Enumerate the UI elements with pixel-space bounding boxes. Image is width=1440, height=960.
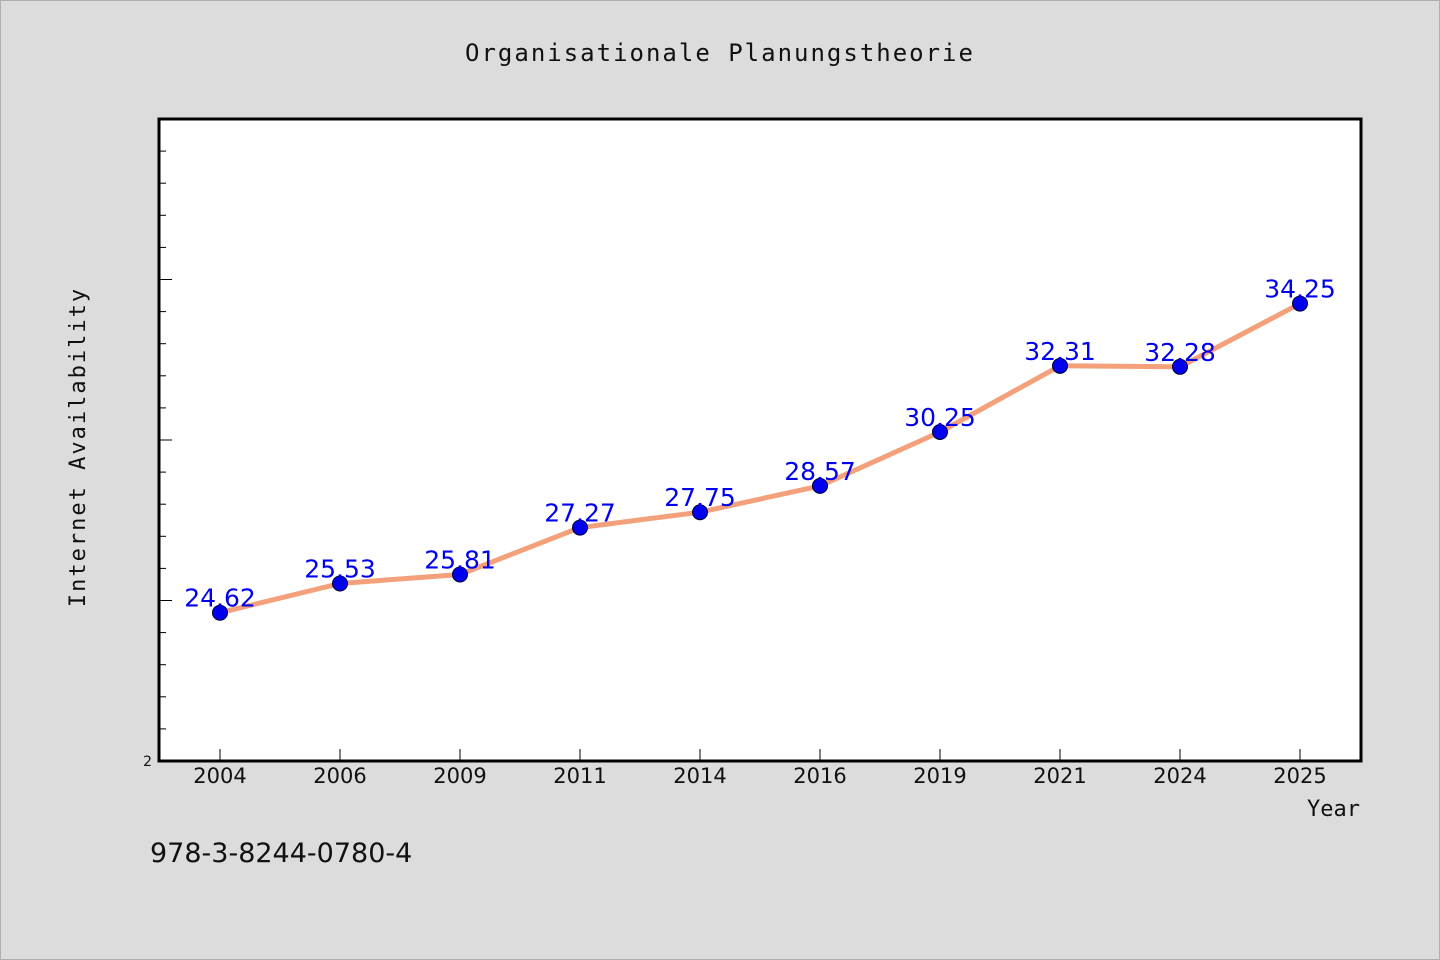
x-tick-label: 2004 <box>193 764 246 788</box>
data-label: 34.25 <box>1264 275 1336 304</box>
x-tick-label: 2011 <box>553 764 606 788</box>
data-label: 28.57 <box>784 457 856 486</box>
plot-area <box>157 117 1363 763</box>
x-tick-label: 2024 <box>1153 764 1206 788</box>
data-point <box>1292 295 1308 312</box>
x-axis-ticks <box>219 749 1301 761</box>
data-label: 25.53 <box>304 554 376 583</box>
data-point <box>332 575 348 592</box>
data-label: 27.27 <box>544 499 616 528</box>
data-labels: 24.62 25.53 25.81 27.27 27.75 28.57 30.25 32.31… <box>184 275 1336 613</box>
data-label: 32.31 <box>1024 337 1096 366</box>
x-tick-labels: 2004 2006 2009 2011 2014 2016 2019 2021 2024 2025 <box>193 764 1326 788</box>
footer-text: 978-3-8244-0780-4 <box>150 838 412 869</box>
x-tick-label: 2016 <box>793 764 846 788</box>
x-tick-label: 2009 <box>433 764 486 788</box>
data-label: 25.81 <box>424 545 496 574</box>
x-tick-label: 2006 <box>313 764 366 788</box>
x-tick-label: 2019 <box>913 764 966 788</box>
data-point <box>212 604 228 621</box>
data-label: 32.28 <box>1144 338 1216 367</box>
data-label: 27.75 <box>664 483 736 512</box>
data-label: 30.25 <box>904 403 976 432</box>
x-tick-label: 2014 <box>673 764 726 788</box>
data-point <box>572 519 588 536</box>
series-line <box>217 301 1303 616</box>
x-tick-label: 2025 <box>1273 764 1326 788</box>
y-axis-label: Internet Availability <box>66 287 91 607</box>
data-point <box>692 504 708 521</box>
data-label: 24.62 <box>184 584 256 613</box>
x-axis-label: Year <box>1307 797 1360 822</box>
data-point <box>1052 357 1068 374</box>
series-markers <box>212 295 1308 621</box>
data-point <box>932 423 948 440</box>
y-tick-label: 2 <box>143 754 152 770</box>
data-point <box>452 566 468 583</box>
chart-title: Organisationale Planungstheorie <box>465 39 975 67</box>
data-point <box>812 477 828 494</box>
x-tick-label: 2021 <box>1033 764 1086 788</box>
y-axis-ticks <box>159 118 172 762</box>
data-point <box>1172 358 1188 375</box>
